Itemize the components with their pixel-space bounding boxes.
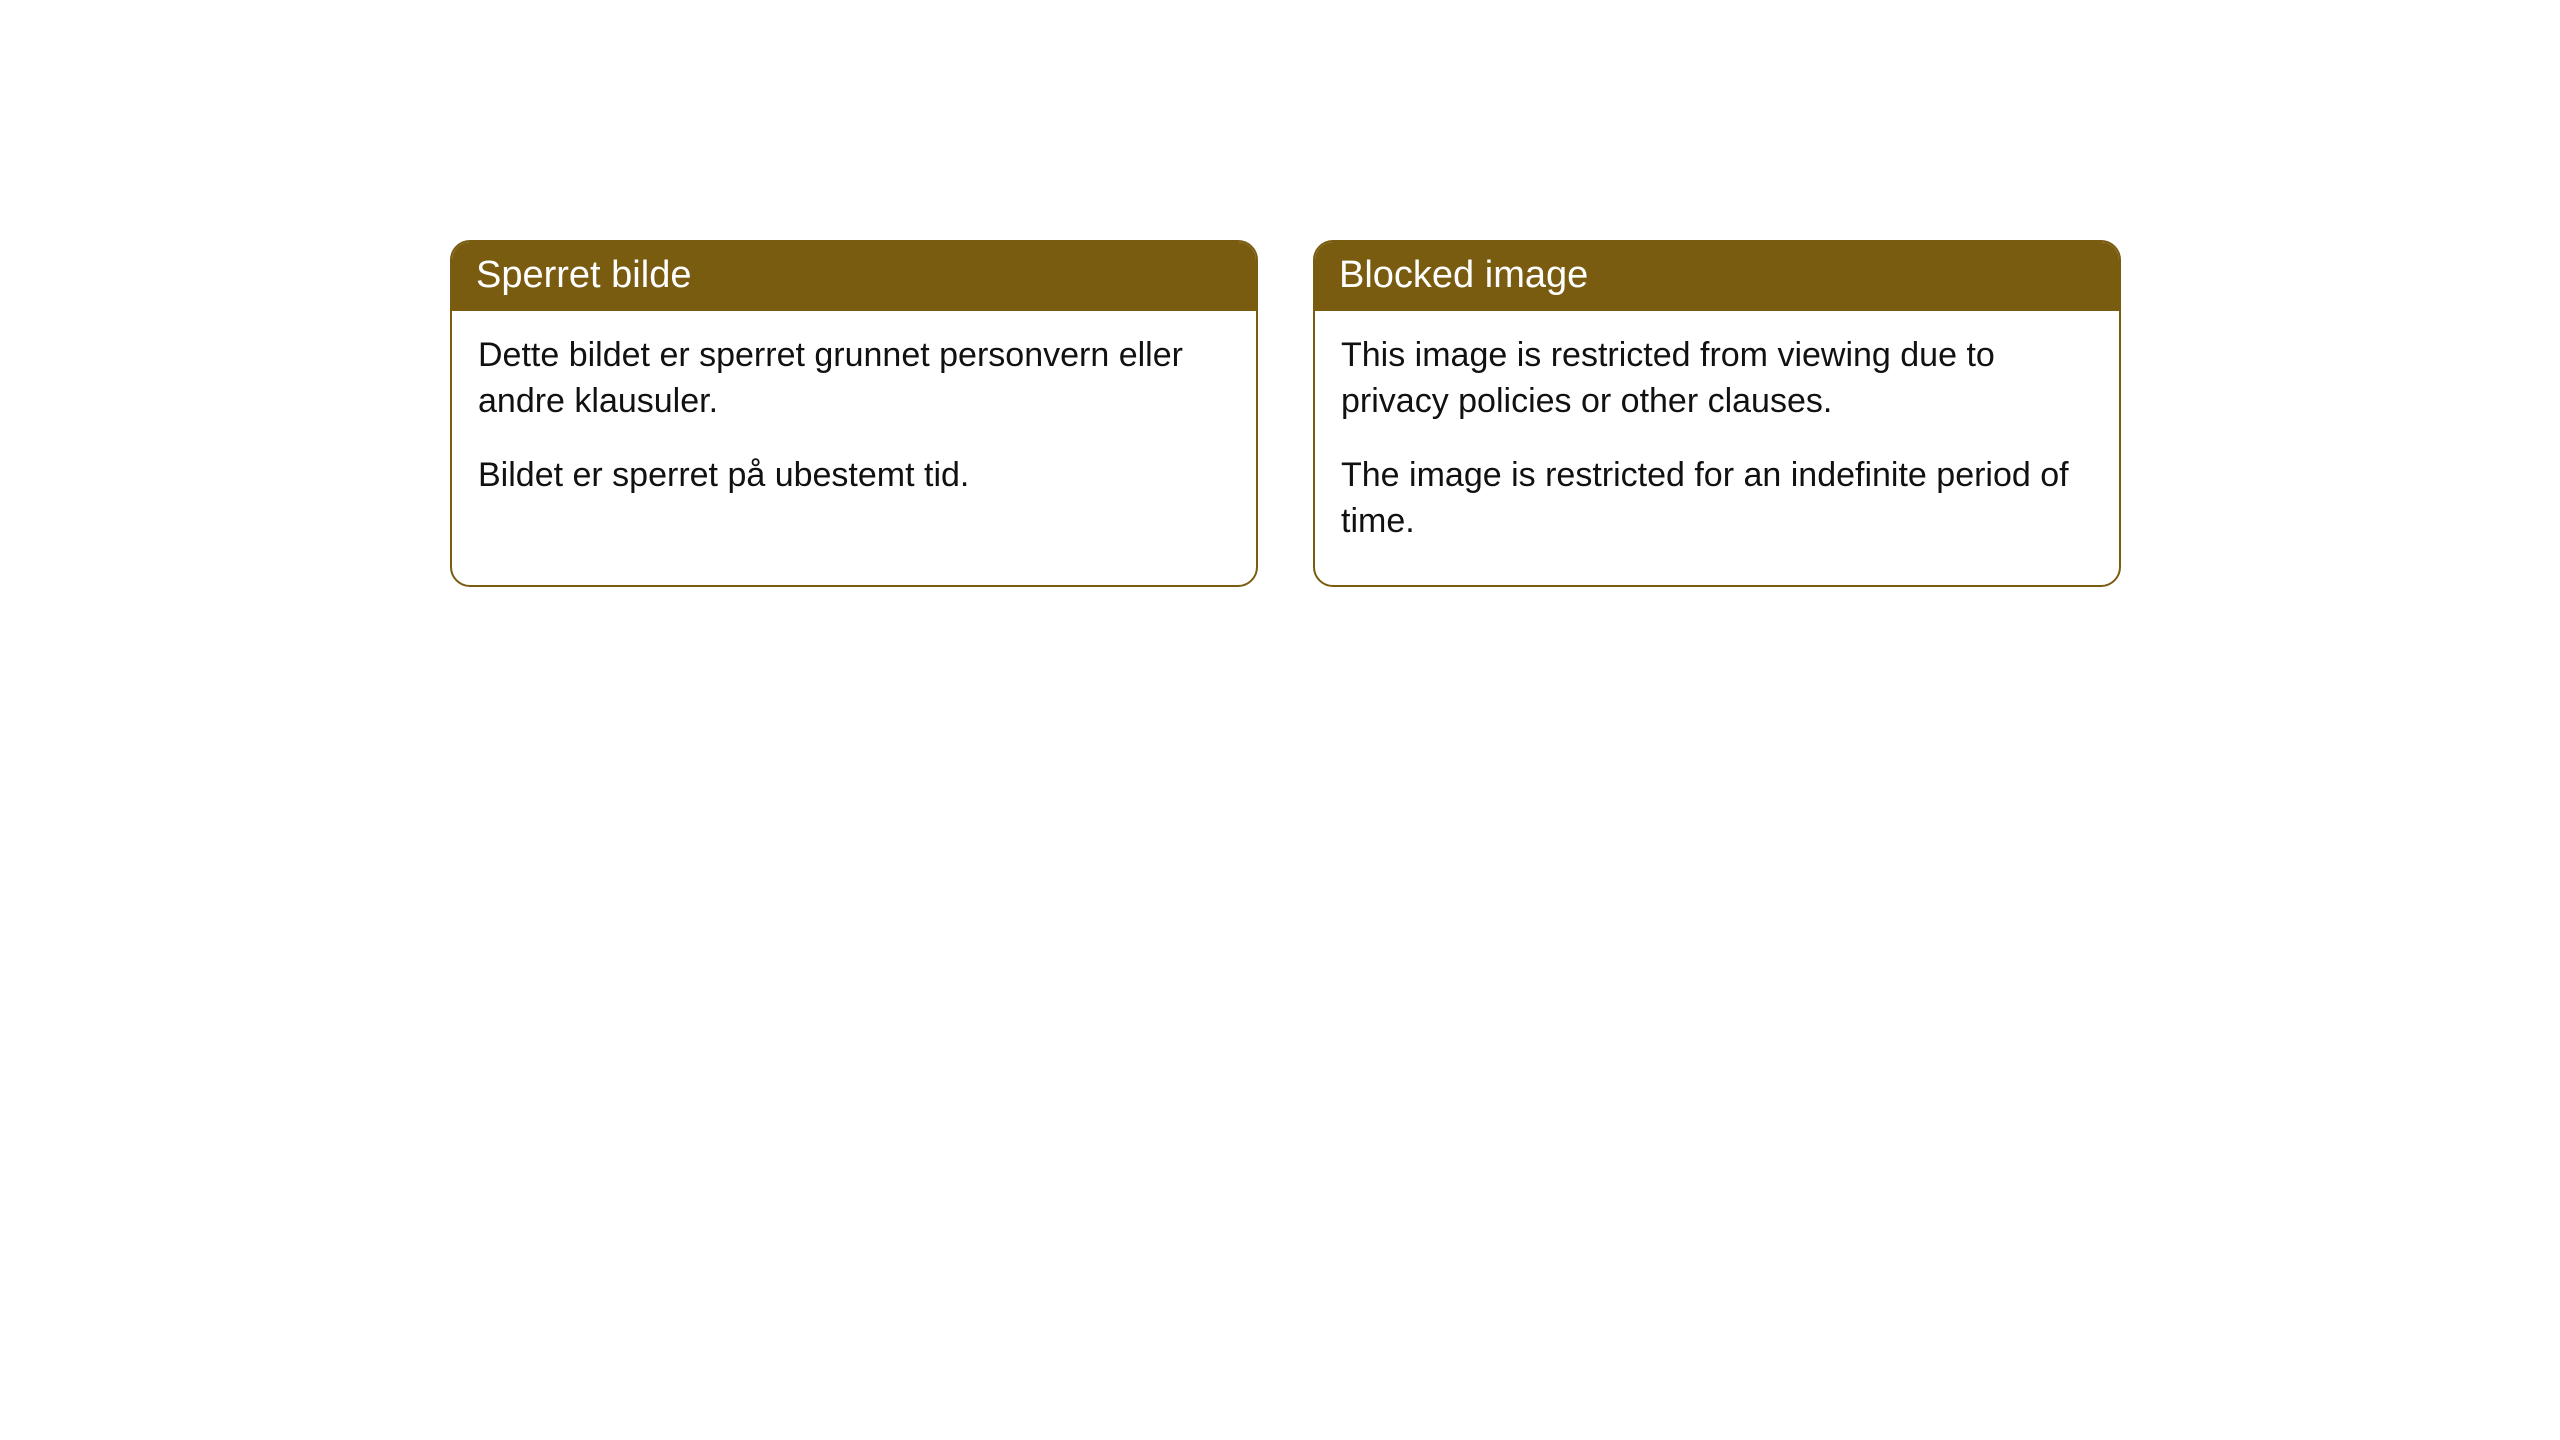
card-title: Sperret bilde	[476, 254, 691, 296]
card-body: This image is restricted from viewing du…	[1315, 311, 2119, 585]
card-paragraph: This image is restricted from viewing du…	[1341, 333, 2093, 425]
card-header: Blocked image	[1315, 242, 2119, 311]
card-paragraph: Bildet er sperret på ubestemt tid.	[478, 453, 1230, 499]
card-body: Dette bildet er sperret grunnet personve…	[452, 311, 1256, 539]
card-paragraph: Dette bildet er sperret grunnet personve…	[478, 333, 1230, 425]
notice-card-english: Blocked image This image is restricted f…	[1313, 240, 2121, 587]
card-paragraph: The image is restricted for an indefinit…	[1341, 453, 2093, 545]
notice-card-norwegian: Sperret bilde Dette bildet er sperret gr…	[450, 240, 1258, 587]
notice-cards-container: Sperret bilde Dette bildet er sperret gr…	[450, 240, 2121, 587]
card-title: Blocked image	[1339, 254, 1588, 296]
card-header: Sperret bilde	[452, 242, 1256, 311]
